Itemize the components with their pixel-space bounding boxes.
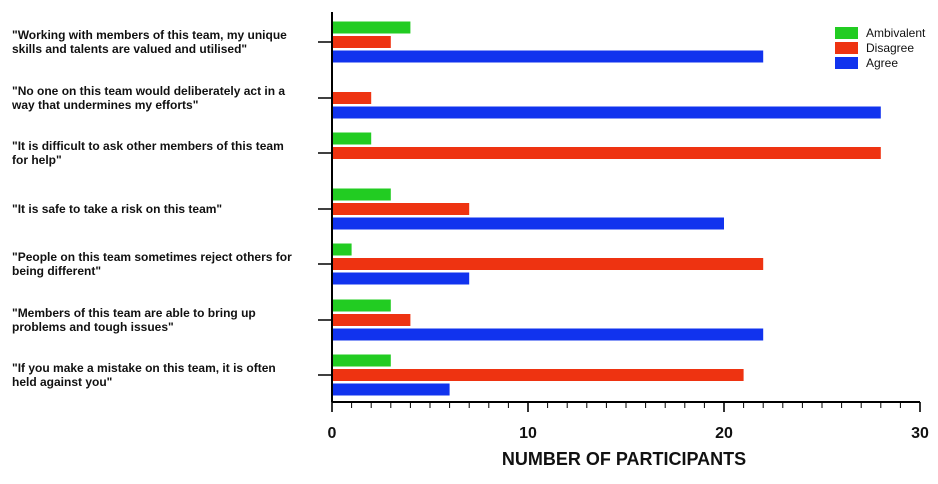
bar-ambivalent-0	[332, 22, 410, 34]
category-label: way that undermines my efforts"	[11, 98, 198, 112]
legend-swatch-disagree	[835, 42, 858, 54]
bar-disagree-4	[332, 258, 763, 270]
x-axis-title: NUMBER OF PARTICIPANTS	[502, 449, 746, 469]
x-tick-label: 30	[911, 425, 929, 442]
bar-agree-6	[332, 384, 450, 396]
bar-disagree-2	[332, 147, 881, 159]
bars	[332, 22, 881, 396]
legend-label-agree: Agree	[866, 56, 898, 70]
x-tick-label: 10	[519, 425, 537, 442]
x-tick-label: 0	[328, 425, 337, 442]
legend-swatch-agree	[835, 57, 858, 69]
bar-disagree-3	[332, 203, 469, 215]
category-label: skills and talents are valued and utilis…	[12, 42, 247, 56]
category-label: "It is safe to take a risk on this team"	[12, 202, 222, 216]
category-label: held against you"	[12, 375, 112, 389]
category-label: "No one on this team would deliberately …	[12, 84, 285, 98]
x-ticks: 0 10 20 30	[328, 402, 929, 442]
category-labels: "Working with members of this team, my u…	[11, 28, 292, 389]
category-label: "Working with members of this team, my u…	[12, 28, 287, 42]
bar-disagree-5	[332, 314, 410, 326]
x-tick-label: 20	[715, 425, 733, 442]
category-label: for help"	[12, 153, 62, 167]
category-label: "If you make a mistake on this team, it …	[12, 361, 276, 375]
bar-agree-4	[332, 273, 469, 285]
legend-label-ambivalent: Ambivalent	[866, 26, 926, 40]
bar-disagree-1	[332, 92, 371, 104]
category-label: being different"	[12, 264, 101, 278]
bar-agree-0	[332, 51, 763, 63]
category-label: "People on this team sometimes reject ot…	[12, 250, 292, 264]
legend-label-disagree: Disagree	[866, 41, 914, 55]
bar-agree-3	[332, 218, 724, 230]
bar-disagree-0	[332, 36, 391, 48]
bar-ambivalent-4	[332, 244, 352, 256]
legend-swatch-ambivalent	[835, 27, 858, 39]
bar-ambivalent-2	[332, 133, 371, 145]
bar-ambivalent-3	[332, 189, 391, 201]
category-label: problems and tough issues"	[12, 320, 174, 334]
bar-disagree-6	[332, 369, 744, 381]
bar-agree-5	[332, 329, 763, 341]
bar-ambivalent-5	[332, 300, 391, 312]
bar-agree-1	[332, 107, 881, 119]
bar-ambivalent-6	[332, 355, 391, 367]
category-label: "Members of this team are able to bring …	[12, 306, 256, 320]
category-label: "It is difficult to ask other members of…	[12, 139, 284, 153]
